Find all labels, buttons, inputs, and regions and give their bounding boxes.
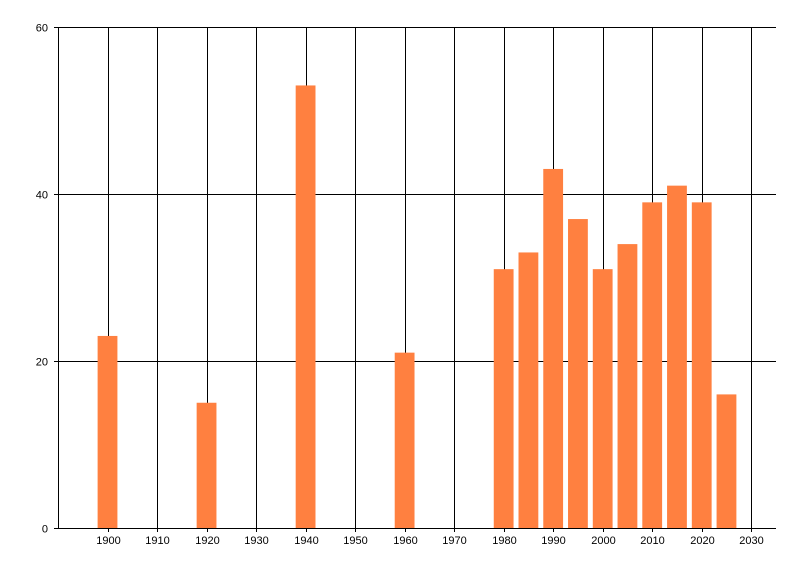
bar: [518, 252, 539, 528]
bar: [592, 269, 613, 528]
x-tick-label: 1910: [145, 535, 169, 547]
bars: [97, 85, 737, 529]
x-tick-label: 2000: [591, 535, 615, 547]
x-tick-label: 2020: [690, 535, 714, 547]
bar: [493, 269, 514, 528]
tick-labels: 1900 1910 1920 1930 1940 1950 1960 1970 1980 1990…: [36, 23, 764, 548]
y-tick-label: 60: [36, 23, 48, 35]
bar: [691, 202, 712, 528]
x-tick-label: 1950: [343, 535, 367, 547]
axes: [54, 27, 776, 529]
bar: [97, 335, 118, 528]
x-tick-label: 1930: [244, 535, 268, 547]
bar: [667, 185, 687, 528]
x-tick-label: 1980: [492, 535, 516, 547]
x-tick-label: 1900: [96, 535, 120, 547]
bar: [716, 394, 737, 528]
bar: [543, 168, 564, 528]
bar: [642, 202, 663, 528]
x-tick-label: 1940: [294, 535, 318, 547]
y-tick-label: 40: [36, 190, 48, 202]
bar: [617, 244, 638, 528]
x-tick-label: 1970: [442, 535, 466, 547]
x-tick-label: 2010: [640, 535, 664, 547]
y-tick-label: 0: [42, 524, 48, 536]
bar: [568, 219, 588, 529]
bar: [394, 352, 415, 528]
y-tick-label: 20: [36, 357, 48, 369]
x-tick-label: 1920: [195, 535, 219, 547]
bar: [295, 85, 316, 528]
x-tick-label: 1960: [393, 535, 417, 547]
x-tick-label: 2030: [739, 535, 763, 547]
x-tick-label: 1990: [541, 535, 565, 547]
bar: [196, 402, 217, 528]
